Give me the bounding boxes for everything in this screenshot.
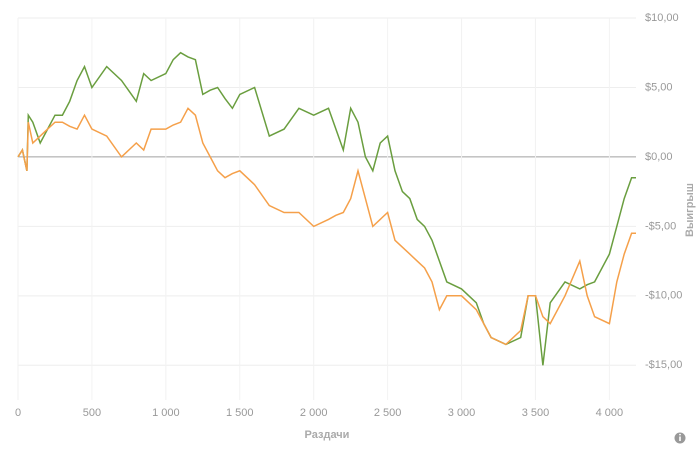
x-tick-label: 500 [83, 407, 101, 419]
x-tick-label: 3 500 [522, 407, 550, 419]
info-icon[interactable] [674, 432, 686, 444]
x-tick-label: 1 000 [152, 407, 180, 419]
x-tick-label: 1 500 [226, 407, 254, 419]
y-tick-label: $0,00 [645, 151, 673, 163]
x-axis-title: Раздачи [305, 429, 350, 441]
x-tick-label: 4 000 [596, 407, 624, 419]
series-line [17, 107, 636, 346]
series-line [17, 51, 636, 366]
x-tick-label: 2 500 [374, 407, 402, 419]
y-tick-label: -$15,00 [645, 359, 682, 371]
y-axis-title: Выигрыш [684, 183, 696, 237]
x-tick-label: 3 000 [448, 407, 476, 419]
y-tick-label: $5,00 [645, 81, 673, 93]
y-tick-label: $10,00 [645, 12, 679, 24]
y-tick-label: -$5,00 [645, 220, 676, 232]
y-tick-label: -$10,00 [645, 290, 682, 302]
x-tick-label: 2 000 [300, 407, 328, 419]
x-tick-label: 0 [15, 407, 21, 419]
